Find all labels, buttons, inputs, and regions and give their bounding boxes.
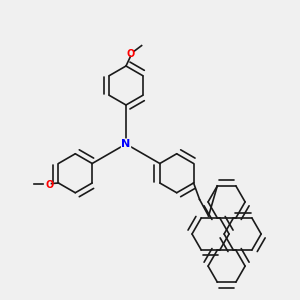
Text: O: O [45, 179, 53, 190]
Text: O: O [126, 49, 135, 59]
Text: N: N [122, 139, 130, 149]
